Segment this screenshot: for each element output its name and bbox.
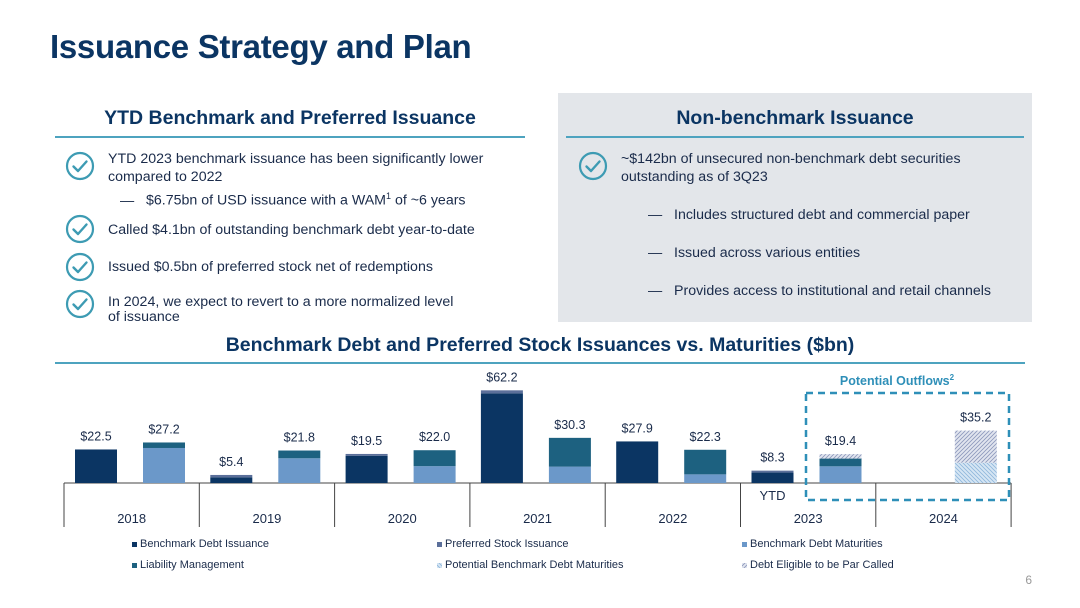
data-label: $8.3	[760, 451, 784, 465]
sub-bullet-text: Issued across various entities	[674, 245, 861, 261]
bar-liability-management	[413, 450, 456, 467]
non-benchmark-panel: Non-benchmark Issuance	[558, 93, 1032, 322]
legend-label: Benchmark Debt Issuance	[140, 538, 269, 550]
ytd-label: YTD	[760, 488, 786, 503]
sub-bullet-text-end: of ~6 years	[391, 192, 466, 209]
potential-outflows-label: Potential Outflows2	[840, 373, 955, 388]
legend-label: Debt Eligible to be Par Called	[750, 559, 894, 571]
bar-benchmark-maturities	[413, 466, 456, 483]
bullet-2024-expectation: In 2024, we expect to revert to a more n…	[108, 295, 453, 325]
x-tick-label: 2024	[929, 511, 958, 526]
bullet-line: of issuance	[108, 309, 180, 325]
data-label: $62.2	[486, 370, 517, 384]
x-tick-label: 2020	[388, 511, 417, 526]
bar-benchmark-issuance	[345, 455, 388, 483]
sub-bullet-channels: — Provides access to institutional and re…	[648, 283, 991, 299]
x-tick-label: 2019	[252, 511, 281, 526]
checkmark-circle-icon	[65, 252, 95, 282]
bar-par-called	[819, 454, 862, 459]
dash: —	[648, 207, 663, 223]
bar-liability-management	[143, 442, 185, 448]
bar-preferred-issuance	[210, 474, 253, 478]
bar-preferred-issuance	[751, 470, 794, 473]
bullet-line: outstanding as of 3Q23	[621, 169, 768, 185]
x-tick-label: 2021	[523, 511, 552, 526]
non-benchmark-panel-heading: Non-benchmark Issuance	[566, 107, 1024, 138]
checkmark-circle-icon	[65, 214, 95, 244]
bar-liability-management	[548, 437, 591, 467]
legend-swatch	[132, 563, 137, 568]
bullet-non-benchmark-outstanding: ~$142bn of unsecured non-benchmark debt …	[621, 150, 961, 186]
bar-benchmark-maturities	[143, 447, 185, 483]
bar-benchmark-issuance	[616, 441, 659, 483]
dash: —	[648, 283, 663, 299]
ytd-issuance-panel: YTD Benchmark and Preferred Issuance	[55, 100, 525, 330]
legend-swatch	[742, 563, 747, 568]
sub-bullet-text: Includes structured debt and commercial …	[674, 207, 970, 223]
sub-bullet-structured-debt: — Includes structured debt and commercial…	[648, 207, 970, 223]
legend-label: Preferred Stock Issuance	[445, 538, 569, 550]
data-label: $5.4	[219, 455, 243, 469]
data-label: $22.3	[690, 430, 721, 444]
potential-outflows-box	[804, 391, 1011, 502]
legend-swatch	[132, 542, 137, 547]
bullet-benchmark-lower: YTD 2023 benchmark issuance has been sig…	[108, 150, 483, 186]
sub-bullet-text: $6.75bn of USD issuance with a WAM	[146, 192, 386, 209]
bar-benchmark-issuance	[480, 393, 523, 483]
dash: —	[120, 192, 135, 209]
bullet-line: In 2024, we expect to revert to a more n…	[108, 294, 454, 310]
ytd-panel-heading: YTD Benchmark and Preferred Issuance	[55, 107, 525, 138]
data-label: $21.8	[284, 431, 315, 445]
bullet-preferred-stock: Issued $0.5bn of preferred stock net of …	[108, 259, 433, 275]
bar-liability-management	[278, 450, 321, 459]
dash: —	[648, 245, 663, 261]
legend-label: Liability Management	[140, 559, 244, 571]
data-label: $27.9	[622, 421, 653, 435]
footnote-marker: 1	[385, 191, 391, 201]
legend-swatch	[742, 542, 747, 547]
legend-swatch	[437, 542, 442, 547]
checkmark-circle-icon	[65, 289, 95, 319]
data-label: $27.2	[148, 422, 179, 436]
bullet-line: YTD 2023 benchmark issuance has been sig…	[108, 151, 484, 167]
bar-benchmark-issuance	[75, 449, 117, 483]
bar-benchmark-issuance	[210, 477, 253, 483]
bar-benchmark-maturities	[684, 474, 727, 483]
bullet-line: ~$142bn of unsecured non-benchmark debt …	[621, 151, 961, 167]
sub-bullet-usd-issuance: — $6.75bn of USD issuance with a WAM1 of …	[120, 191, 466, 209]
x-tick-label: 2018	[117, 511, 146, 526]
data-label: $30.3	[554, 418, 585, 432]
data-label: $35.2	[960, 411, 991, 425]
checkmark-circle-icon	[65, 151, 95, 181]
sub-bullet-text: Provides access to institutional and ret…	[674, 283, 992, 299]
x-tick-label: 2023	[794, 511, 823, 526]
bullet-called-debt: Called $4.1bn of outstanding benchmark d…	[108, 222, 475, 238]
bar-preferred-issuance	[480, 390, 523, 394]
data-label: $19.5	[351, 434, 382, 448]
bar-benchmark-maturities	[819, 466, 862, 483]
slide-title: Issuance Strategy and Plan	[50, 28, 472, 65]
checkmark-circle-icon	[578, 151, 608, 181]
bar-par-called	[954, 430, 997, 463]
bar-liability-management	[684, 449, 727, 475]
page-number: 6	[1025, 573, 1032, 587]
legend-label: Potential Benchmark Debt Maturities	[445, 559, 624, 571]
chart-heading: Benchmark Debt and Preferred Stock Issua…	[55, 334, 1025, 364]
bar-potential-maturities	[954, 462, 997, 483]
data-label: $22.5	[80, 429, 111, 443]
bullet-line: compared to 2022	[108, 169, 223, 185]
x-tick-label: 2022	[658, 511, 687, 526]
data-label: $19.4	[825, 434, 856, 448]
sub-bullet-entities: — Issued across various entities	[648, 245, 860, 261]
bar-benchmark-maturities	[548, 466, 591, 483]
legend-label: Benchmark Debt Maturities	[750, 538, 883, 550]
bar-benchmark-issuance	[751, 472, 794, 483]
bar-preferred-issuance	[345, 453, 388, 456]
legend-swatch	[437, 563, 442, 568]
bar-liability-management	[819, 458, 862, 467]
bar-benchmark-maturities	[278, 458, 321, 483]
data-label: $22.0	[419, 430, 450, 444]
